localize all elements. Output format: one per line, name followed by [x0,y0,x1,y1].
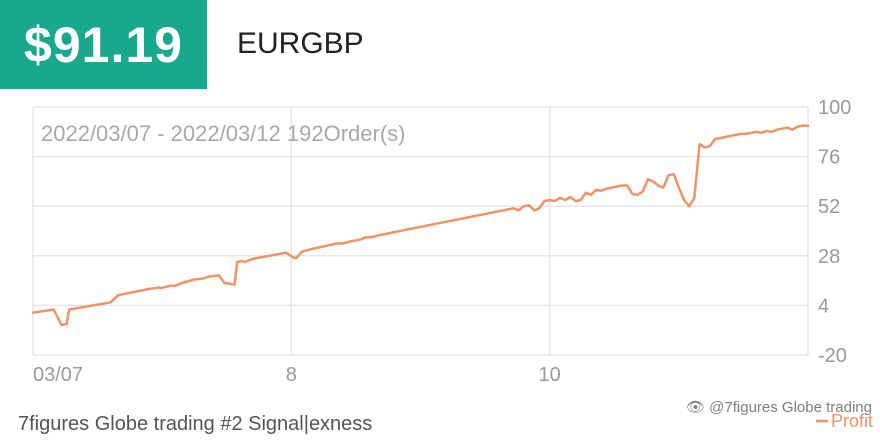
profit-badge: $91.19 [0,0,207,89]
watermark: 👁︎ @7figures Globe trading [686,398,872,416]
signal-name: 7figures Globe trading #2 Signal|exness [18,413,373,435]
y-tick-label: 76 [818,147,840,169]
y-tick-label: 28 [818,246,840,268]
watermark-text: @7figures Globe trading [709,399,872,416]
y-tick-label: 100 [818,97,851,119]
y-tick-label: 4 [818,295,829,317]
x-tick-label: 10 [539,364,561,386]
y-tick-label: 52 [818,196,840,218]
legend-label: Profit [831,411,873,431]
weibo-logo-icon: 👁︎ [685,399,705,416]
x-tick-label: 8 [286,364,297,386]
chart-title: 2022/03/07 - 2022/03/12 192Order(s) [41,121,405,146]
series-line-profit [31,124,810,327]
profit-value: $91.19 [24,16,183,73]
x-tick-label: 03/07 [33,364,83,386]
symbol-label: EURGBP [237,27,364,60]
y-tick-label: -20 [818,345,847,367]
